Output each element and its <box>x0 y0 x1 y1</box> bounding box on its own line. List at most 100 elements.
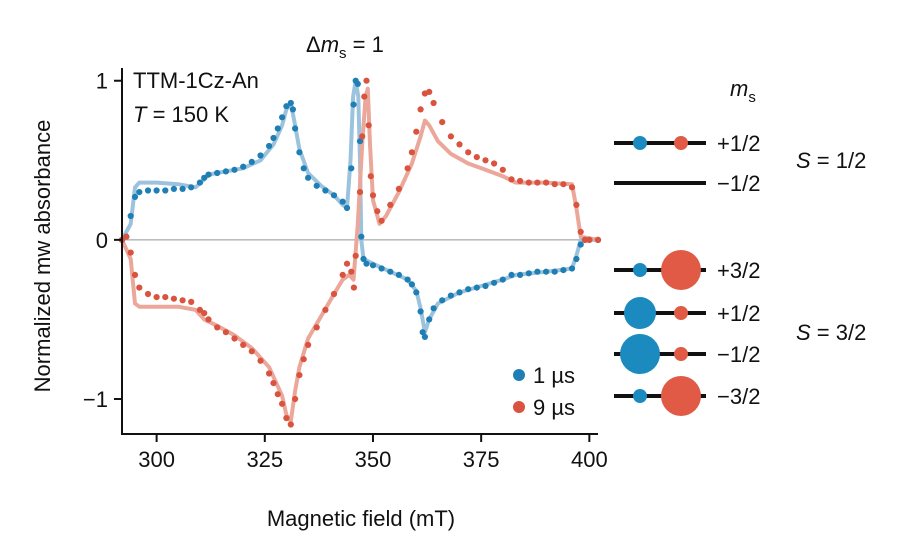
data-point-series-2 <box>350 284 357 291</box>
data-point-series-1 <box>270 134 277 142</box>
data-point-series-1 <box>305 174 312 181</box>
data-point-series-1 <box>456 289 463 296</box>
data-point-series-1 <box>231 166 238 173</box>
data-point-series-2 <box>248 348 255 355</box>
sample-label: TTM-1Cz-An <box>133 68 259 93</box>
data-point-series-1 <box>417 308 424 315</box>
data-point-series-2 <box>136 284 143 291</box>
data-point-series-2 <box>408 149 415 156</box>
data-points <box>118 77 602 428</box>
x-tick-label: 325 <box>246 447 283 472</box>
data-point-series-2 <box>482 157 489 164</box>
data-point-series-2 <box>426 88 433 95</box>
data-point-series-1 <box>240 163 247 170</box>
level-label: −3/2 <box>717 384 760 409</box>
data-point-series-2 <box>322 306 329 313</box>
y-tick-label: 0 <box>96 228 108 253</box>
data-point-series-1 <box>131 193 139 200</box>
data-point-series-1 <box>517 271 524 278</box>
data-point-series-1 <box>426 316 433 323</box>
data-point-series-2 <box>573 201 580 208</box>
data-point-series-1 <box>170 185 177 192</box>
data-point-series-2 <box>361 93 368 100</box>
data-point-series-1 <box>153 187 160 194</box>
data-point-series-2 <box>577 228 584 235</box>
data-point-series-2 <box>296 372 303 379</box>
data-point-series-2 <box>543 179 550 186</box>
population-dot-left <box>620 334 660 374</box>
data-point-series-2 <box>153 294 160 301</box>
data-point-series-2 <box>499 166 506 173</box>
data-point-series-2 <box>257 357 264 364</box>
data-point-series-2 <box>439 119 446 126</box>
data-point-series-1 <box>560 267 567 274</box>
data-point-series-2 <box>279 400 286 407</box>
data-point-series-1 <box>289 106 296 113</box>
data-point-series-1 <box>257 152 264 159</box>
data-point-series-2 <box>568 184 576 191</box>
data-point-series-2 <box>123 233 130 240</box>
transition-label: Δms = 1 <box>306 32 384 62</box>
data-point-series-2 <box>131 271 139 278</box>
data-point-series-1 <box>144 187 152 194</box>
legend-label-series-1: 1 µs <box>533 363 575 388</box>
data-point-series-1 <box>339 198 346 205</box>
data-point-series-1 <box>205 171 212 178</box>
data-point-series-2 <box>144 290 152 298</box>
data-point-series-1 <box>296 149 303 156</box>
data-point-series-1 <box>573 255 580 263</box>
data-point-series-2 <box>231 335 238 342</box>
data-point-series-1 <box>287 99 294 107</box>
data-point-series-2 <box>214 324 221 331</box>
data-point-series-2 <box>365 122 372 129</box>
data-point-series-1 <box>322 187 329 194</box>
data-point-series-1 <box>222 168 229 175</box>
data-point-series-1 <box>266 142 273 150</box>
ms-header: ms <box>730 76 756 106</box>
population-dot-right <box>674 136 688 150</box>
data-point-series-2 <box>586 236 593 243</box>
x-tick-label: 350 <box>355 447 392 472</box>
level-label: −1/2 <box>717 342 760 367</box>
x-tick-label: 400 <box>571 447 608 472</box>
x-ticks: 300 325 350 375 400 <box>138 434 608 472</box>
data-point-series-1 <box>439 297 446 304</box>
data-point-series-2 <box>188 298 195 305</box>
data-point-series-1 <box>214 169 221 177</box>
data-point-series-1 <box>408 281 415 288</box>
data-point-series-2 <box>430 99 437 107</box>
data-point-series-1 <box>127 212 134 220</box>
data-point-series-1 <box>279 114 286 121</box>
data-point-series-2 <box>534 179 541 186</box>
data-point-series-1 <box>300 165 307 172</box>
data-point-series-2 <box>348 268 355 275</box>
population-dot-left <box>633 389 647 403</box>
data-point-series-2 <box>517 177 524 185</box>
data-point-series-1 <box>358 233 365 240</box>
data-point-series-2 <box>283 415 290 422</box>
data-point-series-1 <box>369 262 377 269</box>
data-point-series-1 <box>350 101 357 108</box>
data-point-series-1 <box>387 268 394 275</box>
epr-plot: 300 325 350 375 400 −1 0 1 Magnetic field (mT)… <box>30 32 608 531</box>
legend-marker-series-2 <box>513 401 525 413</box>
data-point-series-2 <box>313 324 320 331</box>
data-point-series-1 <box>404 276 411 283</box>
data-point-series-2 <box>369 192 377 199</box>
data-point-series-2 <box>266 370 273 377</box>
data-point-series-2 <box>374 208 381 215</box>
population-dot-right <box>674 306 688 320</box>
legend-marker-series-1 <box>513 369 525 381</box>
data-point-series-1 <box>491 279 498 286</box>
data-point-series-1 <box>136 189 143 196</box>
data-point-series-2 <box>367 173 374 180</box>
legend: 1 µs 9 µs <box>513 363 575 420</box>
data-point-series-1 <box>378 265 385 272</box>
data-point-series-2 <box>387 201 394 208</box>
data-point-series-1 <box>356 138 364 145</box>
data-point-series-1 <box>292 125 299 132</box>
data-point-series-1 <box>201 174 208 181</box>
data-point-series-1 <box>363 260 370 267</box>
data-point-series-2 <box>525 179 532 186</box>
population-dot-right <box>674 347 688 361</box>
